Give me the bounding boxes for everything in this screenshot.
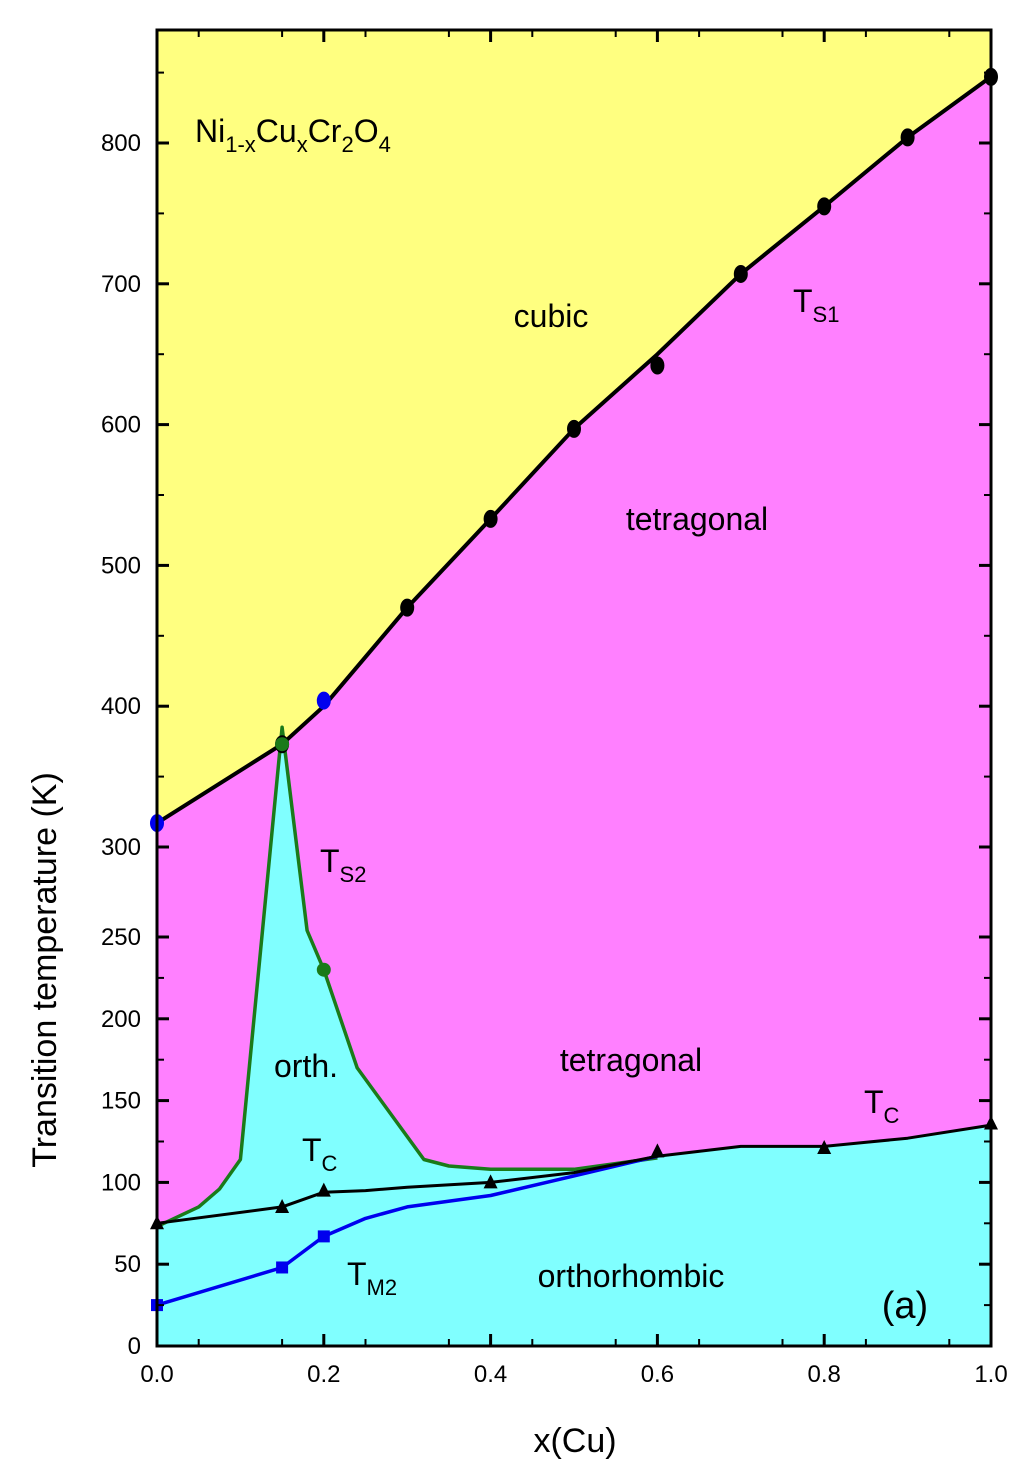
y-tick-label-3: 150 <box>101 1088 141 1115</box>
y-tick-label-7: 400 <box>101 693 141 720</box>
x-tick-label-5: 1.0 <box>974 1361 1007 1388</box>
y-tick-label-0: 0 <box>128 1333 141 1360</box>
y-tick-label-5: 250 <box>101 924 141 951</box>
ts1-point-2 <box>483 509 498 528</box>
x-tick-label-2: 0.4 <box>474 1361 507 1388</box>
y-tick-label-8: 500 <box>101 552 141 579</box>
ts2-label: TS2 <box>320 843 366 887</box>
x-tick-label-3: 0.6 <box>641 1361 674 1388</box>
region-orthorhombic-label: orthorhombic <box>538 1258 725 1294</box>
tc-line <box>156 1123 992 1225</box>
y-axis-title: Transition temperature (K) <box>26 772 64 1168</box>
formula-sub-4: 4 <box>379 132 391 157</box>
region-tetragonal-lower-label: tetragonal <box>560 1042 702 1078</box>
formula-cu: Cu <box>256 113 297 149</box>
x-tick-label-1: 0.2 <box>307 1361 340 1388</box>
formula-sub-2: x <box>297 132 308 157</box>
formula-sub-1: 1-x <box>225 132 256 157</box>
tc-label-left: TC <box>302 1132 338 1176</box>
tc-point-3 <box>483 1174 498 1189</box>
y-tick-label-2: 100 <box>101 1169 141 1196</box>
region-orth-label: orth. <box>274 1048 338 1084</box>
ts1-point-1 <box>400 598 415 617</box>
ts1-line <box>155 75 993 825</box>
region-cubic-label: cubic <box>514 298 589 334</box>
ts2-point-1 <box>316 962 331 977</box>
compound-formula: Ni1-xCuxCr2O4 <box>195 113 391 157</box>
formula-ni: Ni <box>195 113 225 149</box>
ts1-point-7 <box>900 128 915 147</box>
tc-point-1 <box>275 1198 290 1213</box>
formula-sub-3: 2 <box>341 132 353 157</box>
y-tick-label-10: 700 <box>101 271 141 298</box>
y-tick-label-6: 300 <box>101 834 141 861</box>
y-tick-label-11: 800 <box>101 130 141 157</box>
region-tetragonal-upper-label: tetragonal <box>626 501 768 537</box>
ts2-point-0 <box>275 737 290 752</box>
formula-o: O <box>354 113 379 149</box>
ts1-point-6 <box>817 197 832 216</box>
data-markers <box>150 67 998 1312</box>
y-tick-label-9: 600 <box>101 412 141 439</box>
x-tick-label-0: 0.0 <box>140 1361 173 1388</box>
ts1-label: TS1 <box>793 283 839 327</box>
phase-regions <box>157 30 991 1346</box>
tm2-label: TM2 <box>347 1256 397 1300</box>
ts1-point-5 <box>733 264 748 283</box>
ts1-point-3 <box>567 419 581 438</box>
panel-label: (a) <box>882 1285 928 1327</box>
y-tick-label-1: 50 <box>114 1251 141 1278</box>
tc-label-right: TC <box>864 1084 900 1128</box>
x-tick-label-4: 0.8 <box>808 1361 841 1388</box>
orth-dome-region <box>157 727 658 1227</box>
formula-cr: Cr <box>308 113 342 149</box>
tc-point-5 <box>817 1140 832 1155</box>
axis-ticks: 0.0 0.2 0.4 0.6 0.8 1.0 0 50 100 150 200 250 300 400 5… <box>101 30 1008 1388</box>
tc-point-2 <box>316 1182 331 1197</box>
ts1-blue-point-1 <box>316 691 331 710</box>
tm2-point-1 <box>276 1261 289 1274</box>
tm2-point-2 <box>317 1230 330 1243</box>
orthorhombic-region <box>157 1125 991 1346</box>
y-tick-label-4: 200 <box>101 1006 141 1033</box>
tm2-line <box>156 1154 658 1307</box>
tc-point-4 <box>650 1143 665 1158</box>
plot-frame <box>155 28 993 1348</box>
ts1-point-4 <box>650 356 665 375</box>
x-axis-title: x(Cu) <box>533 1422 616 1460</box>
